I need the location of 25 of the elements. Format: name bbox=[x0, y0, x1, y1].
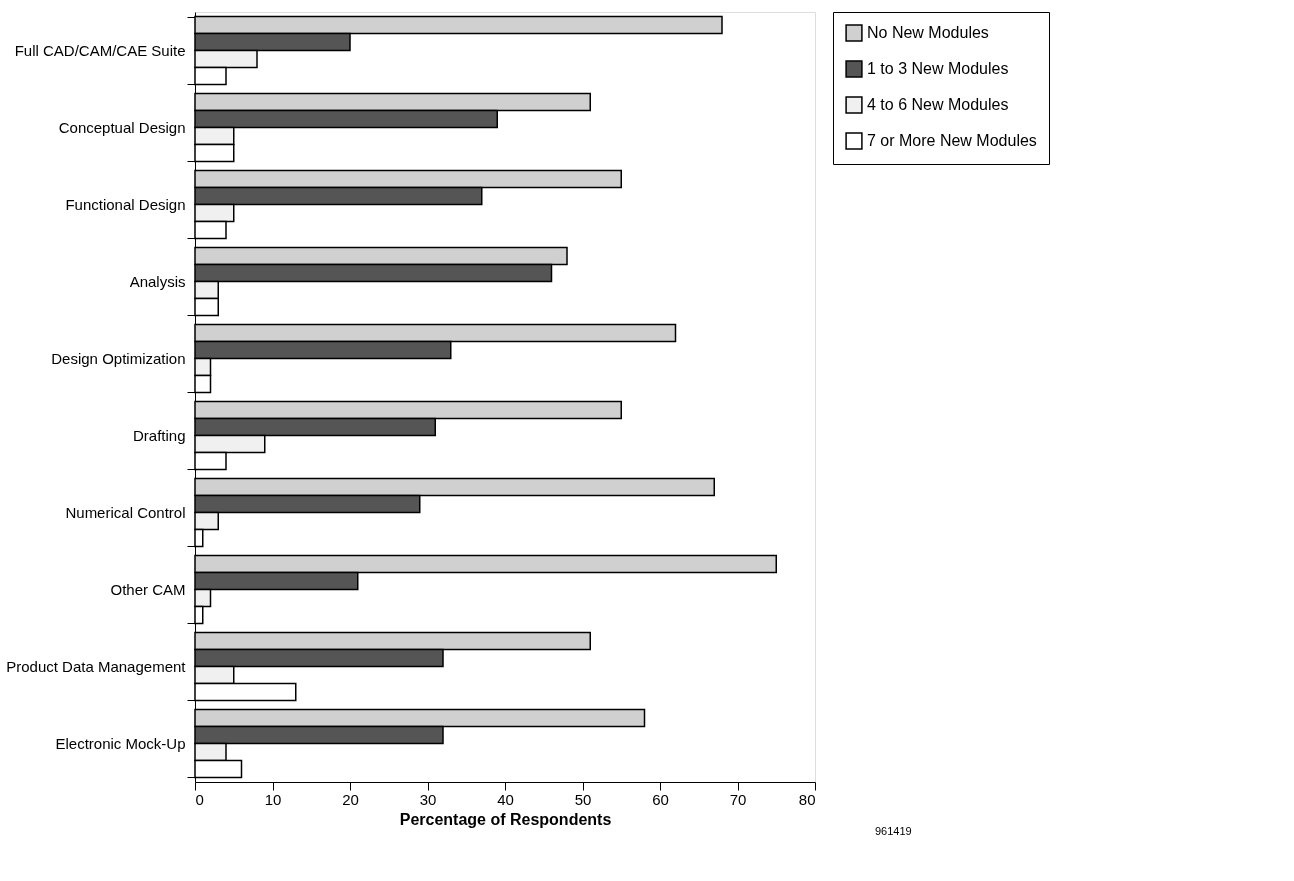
legend-label: 1 to 3 New Modules bbox=[867, 60, 1009, 77]
y-tick-label: Product Data Management bbox=[6, 658, 187, 675]
x-tick-label: 40 bbox=[497, 790, 514, 808]
x-tick-label: 10 bbox=[264, 790, 282, 808]
x-axis-title: Percentage of Respondents bbox=[399, 810, 612, 828]
y-tick-label: Conceptual Design bbox=[58, 119, 186, 136]
x-tick-label: 30 bbox=[419, 790, 437, 808]
y-tick-label: Full CAD/CAM/CAE Suite bbox=[14, 42, 186, 59]
y-tick-label: Other CAM bbox=[110, 581, 186, 598]
y-tick-label: Numerical Control bbox=[65, 504, 186, 521]
y-tick-label: Drafting bbox=[132, 427, 186, 444]
text: 961419 bbox=[875, 825, 912, 837]
x-tick-label: 60 bbox=[652, 790, 669, 808]
y-tick-label: Design Optimization bbox=[51, 350, 186, 367]
legend-label: 7 or More New Modules bbox=[867, 132, 1037, 149]
y-tick-label: Analysis bbox=[129, 273, 186, 290]
legend-label: No New Modules bbox=[867, 24, 989, 41]
y-tick-label: Electronic Mock-Up bbox=[55, 735, 186, 752]
x-tick-label: 80 bbox=[798, 790, 816, 808]
y-tick-label: Functional Design bbox=[65, 196, 186, 213]
x-tick-label: 50 bbox=[574, 790, 592, 808]
x-tick-label: 20 bbox=[342, 790, 359, 808]
x-tick-label: 0 bbox=[195, 790, 204, 808]
legend-label: 4 to 6 New Modules bbox=[867, 96, 1009, 113]
x-tick-label: 70 bbox=[729, 790, 747, 808]
